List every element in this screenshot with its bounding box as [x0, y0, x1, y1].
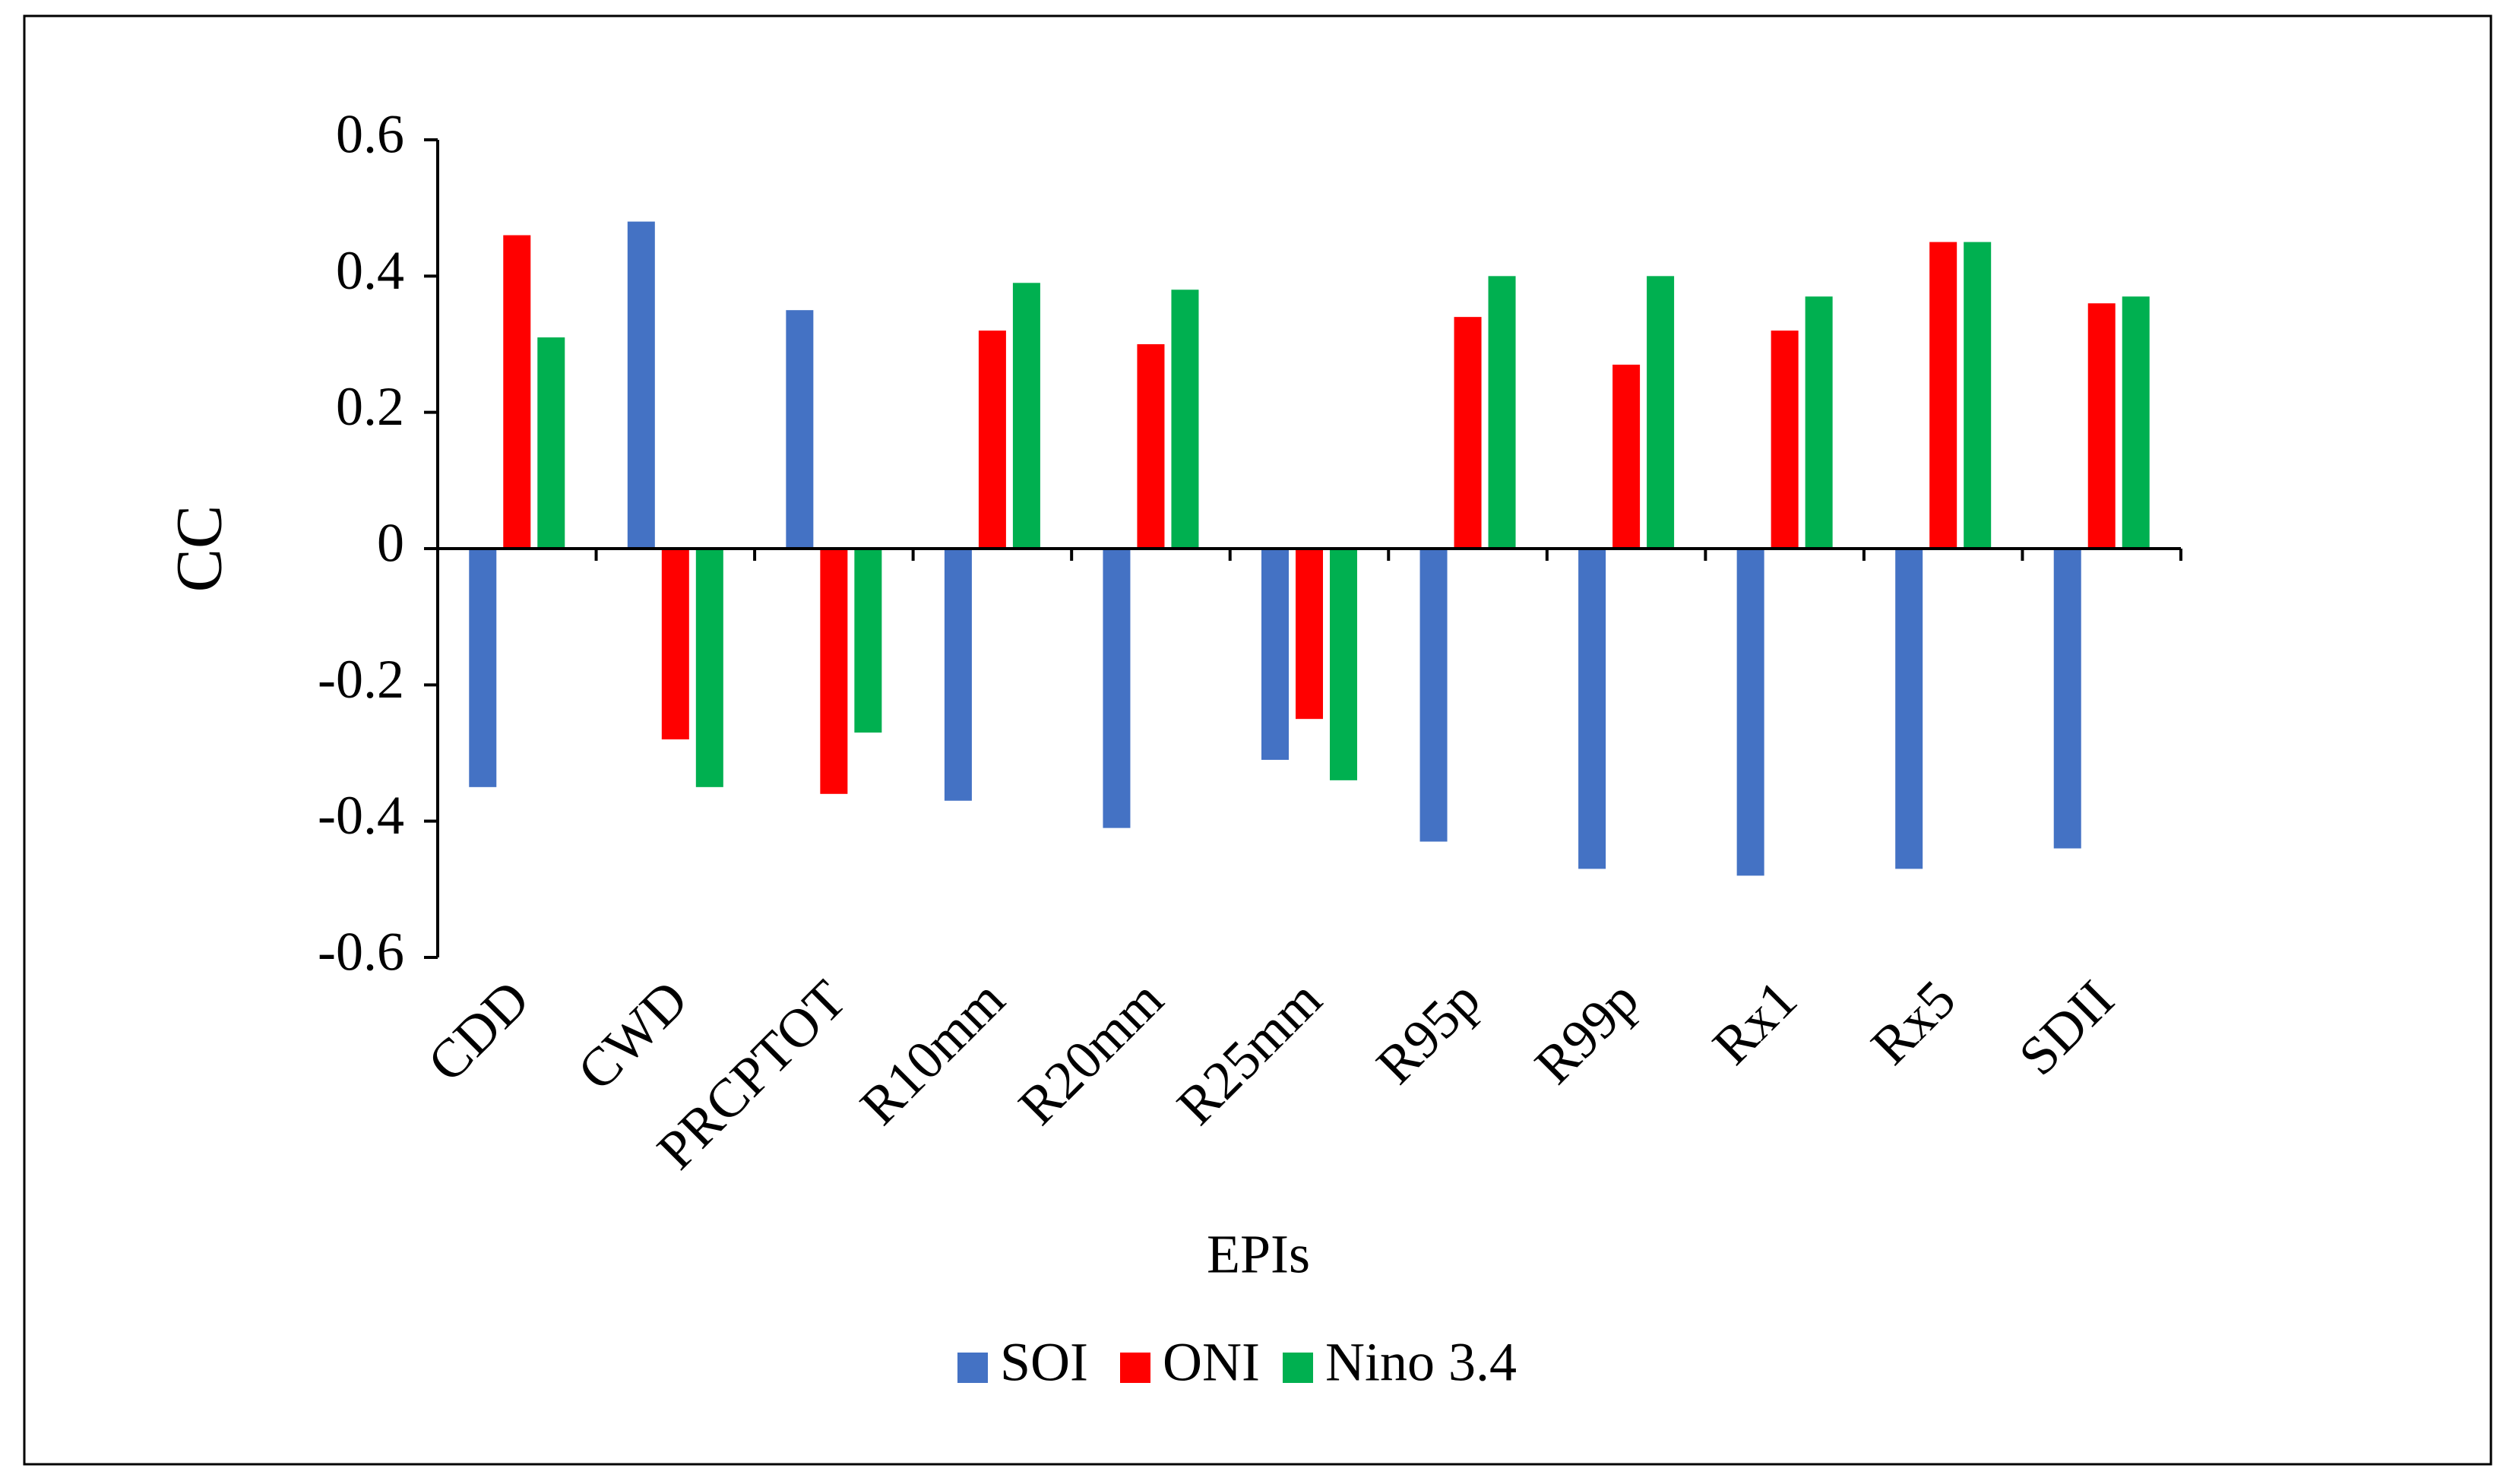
x-tick-label: R20mm [1007, 969, 1175, 1137]
x-tick-label: R95p [1365, 969, 1492, 1096]
legend-label: ONI [1163, 1332, 1260, 1393]
bar [1012, 283, 1040, 549]
legend-swatch [1283, 1353, 1313, 1383]
bar [1929, 242, 1957, 549]
bar [2122, 296, 2150, 549]
y-tick-label: -0.4 [318, 785, 404, 846]
bar [2053, 549, 2081, 849]
x-tick-label: R99p [1524, 969, 1650, 1096]
bar [1454, 317, 1482, 549]
bar [820, 549, 848, 794]
bar [1612, 364, 1641, 549]
bar [1296, 549, 1323, 720]
legend-swatch [957, 1353, 988, 1383]
bar [1171, 290, 1199, 549]
bar [1488, 276, 1516, 549]
x-tick-label: SDII [2007, 969, 2125, 1087]
bar [1895, 549, 1923, 869]
bar [978, 331, 1006, 549]
bar [661, 549, 689, 740]
bar [627, 221, 655, 549]
bar [1647, 276, 1675, 549]
x-tick-label: Rx5 [1859, 969, 1967, 1076]
bar [854, 549, 882, 733]
x-tick-label: Rx1 [1701, 969, 1809, 1076]
bar [1137, 344, 1165, 549]
y-tick-label: -0.6 [318, 922, 404, 982]
x-tick-label: CWD [566, 969, 699, 1102]
x-tick-label: R10mm [849, 969, 1017, 1137]
y-tick-label: 0 [377, 513, 404, 574]
bar [1261, 549, 1289, 760]
x-axis-title: EPIs [1207, 1224, 1310, 1285]
bar [537, 337, 565, 549]
chart-border [23, 14, 2492, 1466]
y-tick-label: -0.2 [318, 649, 404, 710]
bar [469, 549, 497, 787]
bar [1419, 549, 1448, 842]
y-tick-label: 0.4 [336, 240, 404, 301]
bar [503, 235, 531, 549]
bar [695, 549, 723, 787]
legend-swatch [1120, 1353, 1150, 1383]
legend-label: Nino 3.4 [1325, 1332, 1517, 1393]
y-tick-label: 0.2 [336, 376, 404, 437]
bar [1736, 549, 1764, 876]
bar [1771, 331, 1799, 549]
bar [944, 549, 972, 801]
bar [1964, 242, 1992, 549]
bar [1103, 549, 1131, 828]
bar [2087, 303, 2116, 549]
bar [1805, 296, 1833, 549]
legend-label: SOI [1000, 1332, 1088, 1393]
y-axis-title: CC [163, 505, 236, 593]
y-tick-label: 0.6 [336, 104, 404, 165]
x-tick-label: R25mm [1166, 969, 1334, 1137]
x-tick-label: CDD [416, 969, 541, 1093]
bar [1578, 549, 1606, 869]
bar [786, 310, 814, 549]
bar [1330, 549, 1357, 780]
